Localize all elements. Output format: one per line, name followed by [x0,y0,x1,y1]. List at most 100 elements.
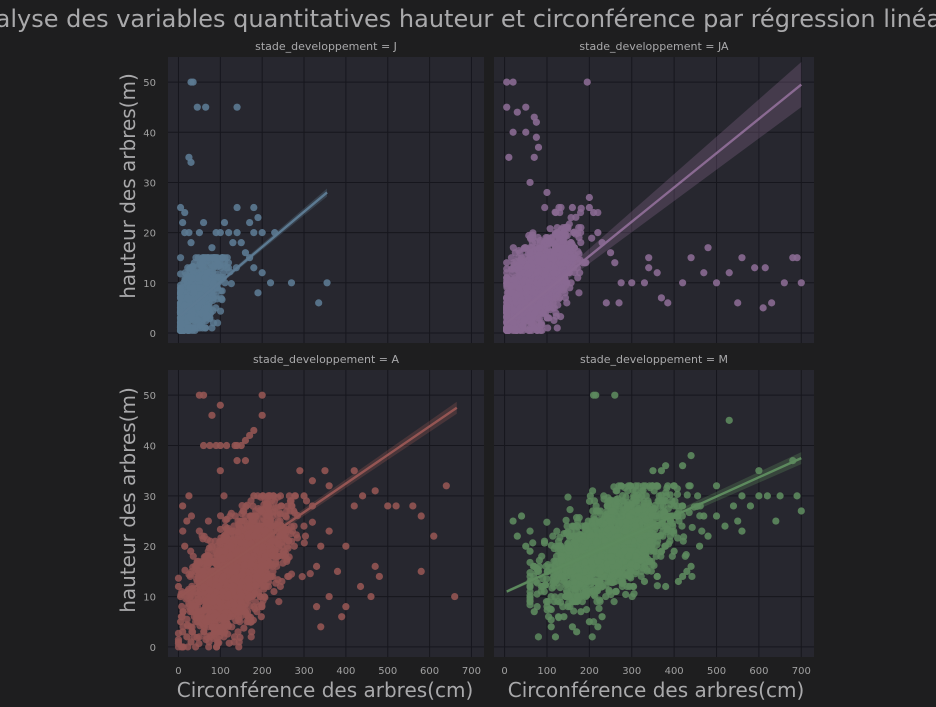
data-point [199,535,207,543]
data-point [653,269,661,277]
data-point [216,547,224,555]
data-point [312,562,321,570]
x-tick-label: 700 [792,666,811,677]
x-tick-label: 500 [707,666,726,677]
data-point [253,608,261,616]
data-point [258,269,266,277]
data-point [700,269,708,277]
data-point [526,527,534,535]
data-point [298,573,306,581]
data-point [371,487,379,495]
data-point [208,623,216,631]
scatter-points [503,78,805,335]
data-point [240,554,249,562]
data-point [194,274,202,282]
data-point [317,542,325,550]
y-tick-label: 30 [143,492,156,503]
data-point [264,503,272,511]
data-point [233,229,241,237]
data-point [751,264,759,272]
data-point [451,592,459,601]
data-point [218,588,227,596]
data-point [227,280,235,288]
data-point [244,575,253,583]
figure-title: Analyse des variables quantitatives haut… [0,5,936,33]
x-tick-label: 400 [665,666,684,677]
data-point [535,244,543,252]
data-point [521,299,529,307]
data-point [222,441,231,450]
data-point [268,537,276,545]
data-point [181,542,189,550]
data-point [321,467,329,475]
data-point [199,441,208,450]
data-point [215,582,223,591]
data-point [367,592,375,601]
data-point [224,623,232,631]
data-point [183,615,191,623]
panel-title: stade_developpement = J [255,40,397,53]
data-point [258,411,266,419]
data-point [259,492,267,500]
y-tick-label: 0 [150,643,156,654]
data-point [231,512,239,520]
data-point [590,208,598,217]
data-point [585,203,593,212]
data-point [257,567,265,576]
data-point [602,299,610,307]
data-point [282,550,290,558]
data-point [532,118,540,126]
data-point [549,304,557,312]
data-point [205,544,213,552]
data-point [375,572,383,581]
data-point [734,299,742,307]
data-point [237,239,245,247]
data-point [558,244,566,252]
data-point [243,501,251,509]
data-point [276,532,284,540]
data-point [240,624,248,632]
data-point [259,543,267,551]
data-point [195,639,203,648]
data-point [185,492,193,500]
data-point [583,78,591,86]
data-point [522,103,530,111]
data-point [202,317,210,325]
data-point [241,249,250,257]
data-point [725,269,733,277]
data-point [285,537,293,545]
data-point [282,507,291,515]
data-point [503,103,511,111]
data-point [312,603,321,611]
data-point [244,533,252,541]
data-point [233,203,241,212]
data-point [176,293,185,301]
data-point [235,638,243,646]
data-point [176,203,185,212]
data-point [205,254,213,262]
data-point [657,294,666,302]
data-point [793,254,801,262]
data-point [392,502,400,510]
data-point [325,527,333,535]
y-tick-label: 10 [143,279,156,290]
x-tick-label: 400 [336,666,355,677]
data-point [275,598,283,606]
data-point [292,531,300,539]
data-point [176,618,185,626]
data-point [287,523,296,531]
data-point [174,582,183,591]
data-point [712,279,721,287]
data-point [245,584,254,592]
data-point [509,128,517,136]
data-point [301,532,310,540]
data-point [263,512,271,520]
panel-title: stade_developpement = M [580,353,728,366]
data-point [230,601,238,609]
x-tick-label: 600 [420,666,439,677]
data-point [208,411,216,419]
data-point [566,284,574,292]
data-point [511,325,519,333]
data-point [350,467,358,475]
